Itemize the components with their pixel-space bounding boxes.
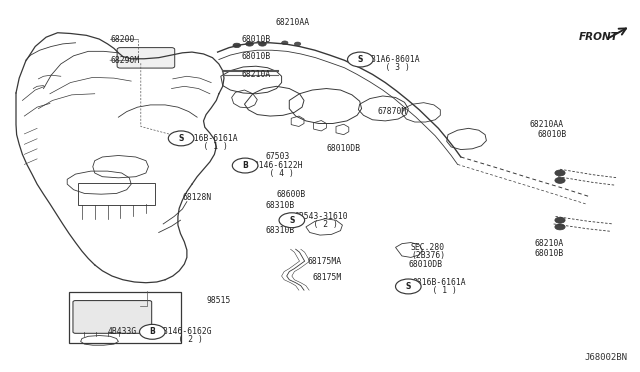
- Text: S: S: [289, 216, 294, 225]
- Circle shape: [282, 41, 288, 45]
- Text: ( 1 ): ( 1 ): [184, 142, 228, 151]
- Text: 68010B: 68010B: [534, 249, 564, 258]
- Text: 68210A: 68210A: [534, 239, 564, 248]
- Text: 68128N: 68128N: [182, 193, 212, 202]
- Text: 68210AA: 68210AA: [530, 120, 564, 129]
- Text: 68210AA: 68210AA: [275, 18, 309, 27]
- Circle shape: [294, 42, 301, 46]
- Text: ( 3 ): ( 3 ): [366, 63, 410, 72]
- Text: 67870M: 67870M: [378, 107, 407, 116]
- Text: J68002BN: J68002BN: [584, 353, 627, 362]
- Circle shape: [232, 158, 258, 173]
- Bar: [78, 183, 155, 205]
- Circle shape: [140, 324, 165, 339]
- Text: 4B433G: 4B433G: [108, 327, 137, 336]
- Text: 68310B: 68310B: [266, 226, 295, 235]
- Text: 68290M: 68290M: [110, 56, 140, 65]
- Text: 68010B: 68010B: [242, 52, 271, 61]
- Circle shape: [555, 177, 565, 183]
- Text: S: S: [179, 134, 184, 143]
- Text: ( 2 ): ( 2 ): [294, 220, 339, 229]
- Text: 0B16B-6161A: 0B16B-6161A: [184, 134, 238, 143]
- Circle shape: [348, 52, 373, 67]
- Circle shape: [259, 42, 266, 46]
- Text: ( 2 ): ( 2 ): [159, 335, 203, 344]
- Text: 0B1A6-8601A: 0B1A6-8601A: [366, 55, 420, 64]
- Bar: [69, 292, 181, 343]
- Text: 68175MA: 68175MA: [307, 257, 341, 266]
- Circle shape: [356, 57, 364, 62]
- Circle shape: [233, 43, 241, 48]
- Text: 98515: 98515: [206, 296, 230, 305]
- Circle shape: [555, 217, 565, 223]
- Text: 67503: 67503: [266, 153, 290, 161]
- Text: 68200: 68200: [110, 35, 134, 44]
- Text: ( 4 ): ( 4 ): [250, 169, 294, 178]
- Circle shape: [246, 42, 253, 46]
- Text: 68175M: 68175M: [312, 273, 342, 282]
- Text: 0B543-31610: 0B543-31610: [294, 212, 348, 221]
- Circle shape: [555, 170, 565, 176]
- Text: 68010B: 68010B: [242, 35, 271, 44]
- FancyBboxPatch shape: [117, 48, 175, 68]
- Text: B: B: [150, 327, 155, 336]
- Circle shape: [555, 224, 565, 230]
- Text: 68210A: 68210A: [242, 70, 271, 79]
- Text: 68600B: 68600B: [276, 190, 306, 199]
- Text: S: S: [358, 55, 363, 64]
- Text: ( 1 ): ( 1 ): [413, 286, 457, 295]
- Text: 0816B-6161A: 0816B-6161A: [413, 278, 467, 287]
- Circle shape: [396, 279, 421, 294]
- Text: 68010DB: 68010DB: [326, 144, 360, 153]
- Circle shape: [279, 213, 305, 228]
- Text: 68010B: 68010B: [538, 130, 567, 139]
- Text: SEC.280: SEC.280: [411, 243, 445, 252]
- Circle shape: [168, 131, 194, 146]
- Text: S: S: [406, 282, 411, 291]
- Text: 0B146-6122H: 0B146-6122H: [250, 161, 303, 170]
- Text: B: B: [243, 161, 248, 170]
- Text: (2B376): (2B376): [411, 251, 445, 260]
- FancyBboxPatch shape: [73, 301, 152, 333]
- Text: 68310B: 68310B: [266, 201, 295, 210]
- Text: 68010DB: 68010DB: [408, 260, 442, 269]
- Text: 0B146-6162G: 0B146-6162G: [159, 327, 212, 336]
- Text: FRONT: FRONT: [579, 32, 619, 42]
